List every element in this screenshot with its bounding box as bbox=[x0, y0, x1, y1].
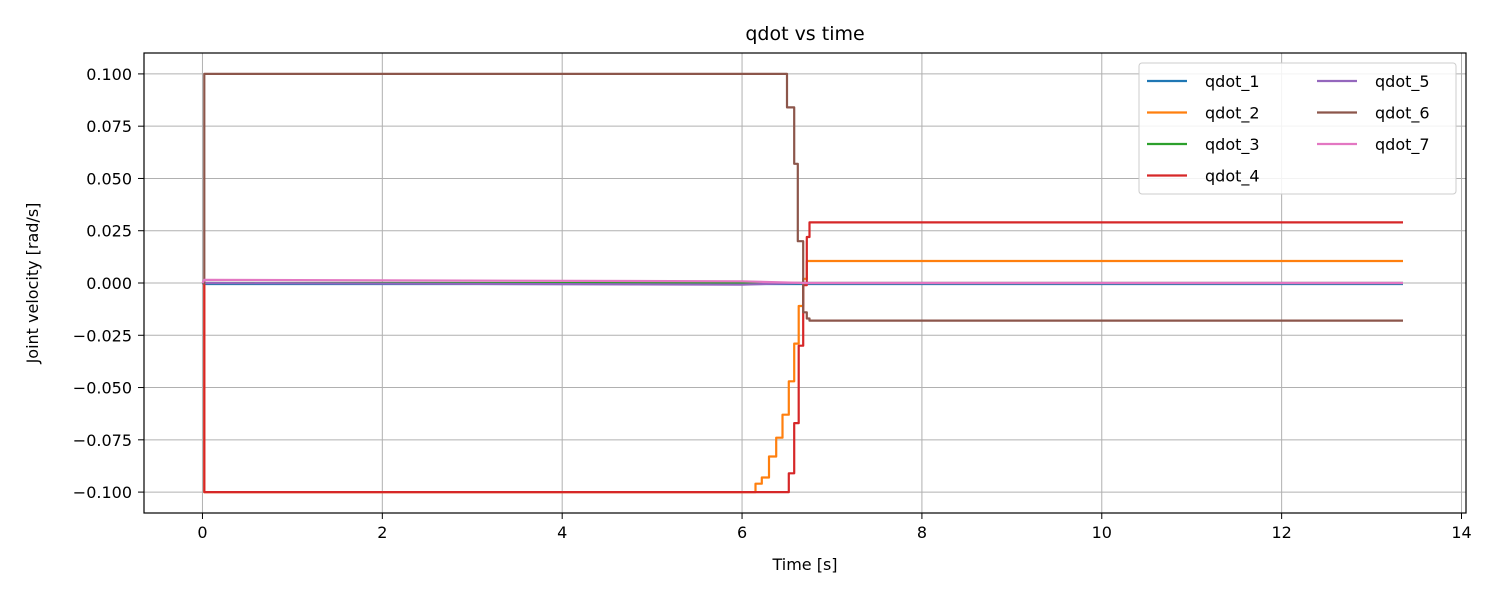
x-axis-ticks: 0 2 4 6 8 10 12 14 bbox=[197, 513, 1472, 542]
series-line-qdot-4 bbox=[202, 221, 1403, 494]
x-tick-label: 2 bbox=[377, 523, 387, 542]
series-line-qdot-6 bbox=[202, 72, 1403, 322]
x-tick-label: 4 bbox=[557, 523, 567, 542]
y-tick-label: −0.075 bbox=[73, 431, 132, 450]
legend-box bbox=[1138, 62, 1457, 195]
y-tick-label: −0.100 bbox=[73, 483, 132, 502]
chart-title: qdot vs time bbox=[745, 23, 864, 45]
series-line-qdot-7 bbox=[201, 278, 1403, 285]
x-tick-label: 0 bbox=[197, 523, 207, 542]
series-lines bbox=[201, 72, 1403, 494]
y-axis-label: Joint velocity [rad/s] bbox=[23, 203, 42, 365]
x-tick-label: 12 bbox=[1271, 523, 1291, 542]
y-tick-label: −0.025 bbox=[73, 326, 132, 345]
legend-label: qdot_5 bbox=[1375, 72, 1430, 92]
legend-label: qdot_2 bbox=[1205, 104, 1260, 124]
y-tick-label: 0.100 bbox=[86, 65, 132, 84]
y-tick-label: 0.000 bbox=[86, 274, 132, 293]
x-tick-label: 14 bbox=[1451, 523, 1471, 542]
y-tick-label: 0.075 bbox=[86, 117, 132, 136]
legend-label: qdot_3 bbox=[1205, 135, 1260, 155]
y-tick-label: 0.025 bbox=[86, 222, 132, 241]
legend: qdot_1 qdot_2 qdot_3 qdot_4 qdot_5 qdot_6qdot… bbox=[1138, 62, 1457, 195]
x-tick-label: 6 bbox=[737, 523, 747, 542]
y-axis-ticks: −0.100 −0.075 −0.050 −0.025 0.000 0.025 0.050 0… bbox=[73, 65, 144, 502]
legend-label: qdot_6 bbox=[1375, 104, 1430, 124]
legend-label: qdot_7 bbox=[1375, 135, 1430, 155]
x-tick-label: 8 bbox=[917, 523, 927, 542]
x-tick-label: 10 bbox=[1092, 523, 1112, 542]
x-axis-label: Time [s] bbox=[771, 555, 837, 574]
legend-label: qdot_1 bbox=[1205, 72, 1260, 92]
y-tick-label: −0.050 bbox=[73, 379, 132, 398]
y-tick-label: 0.050 bbox=[86, 169, 132, 188]
legend-label: qdot_4 bbox=[1205, 167, 1260, 187]
